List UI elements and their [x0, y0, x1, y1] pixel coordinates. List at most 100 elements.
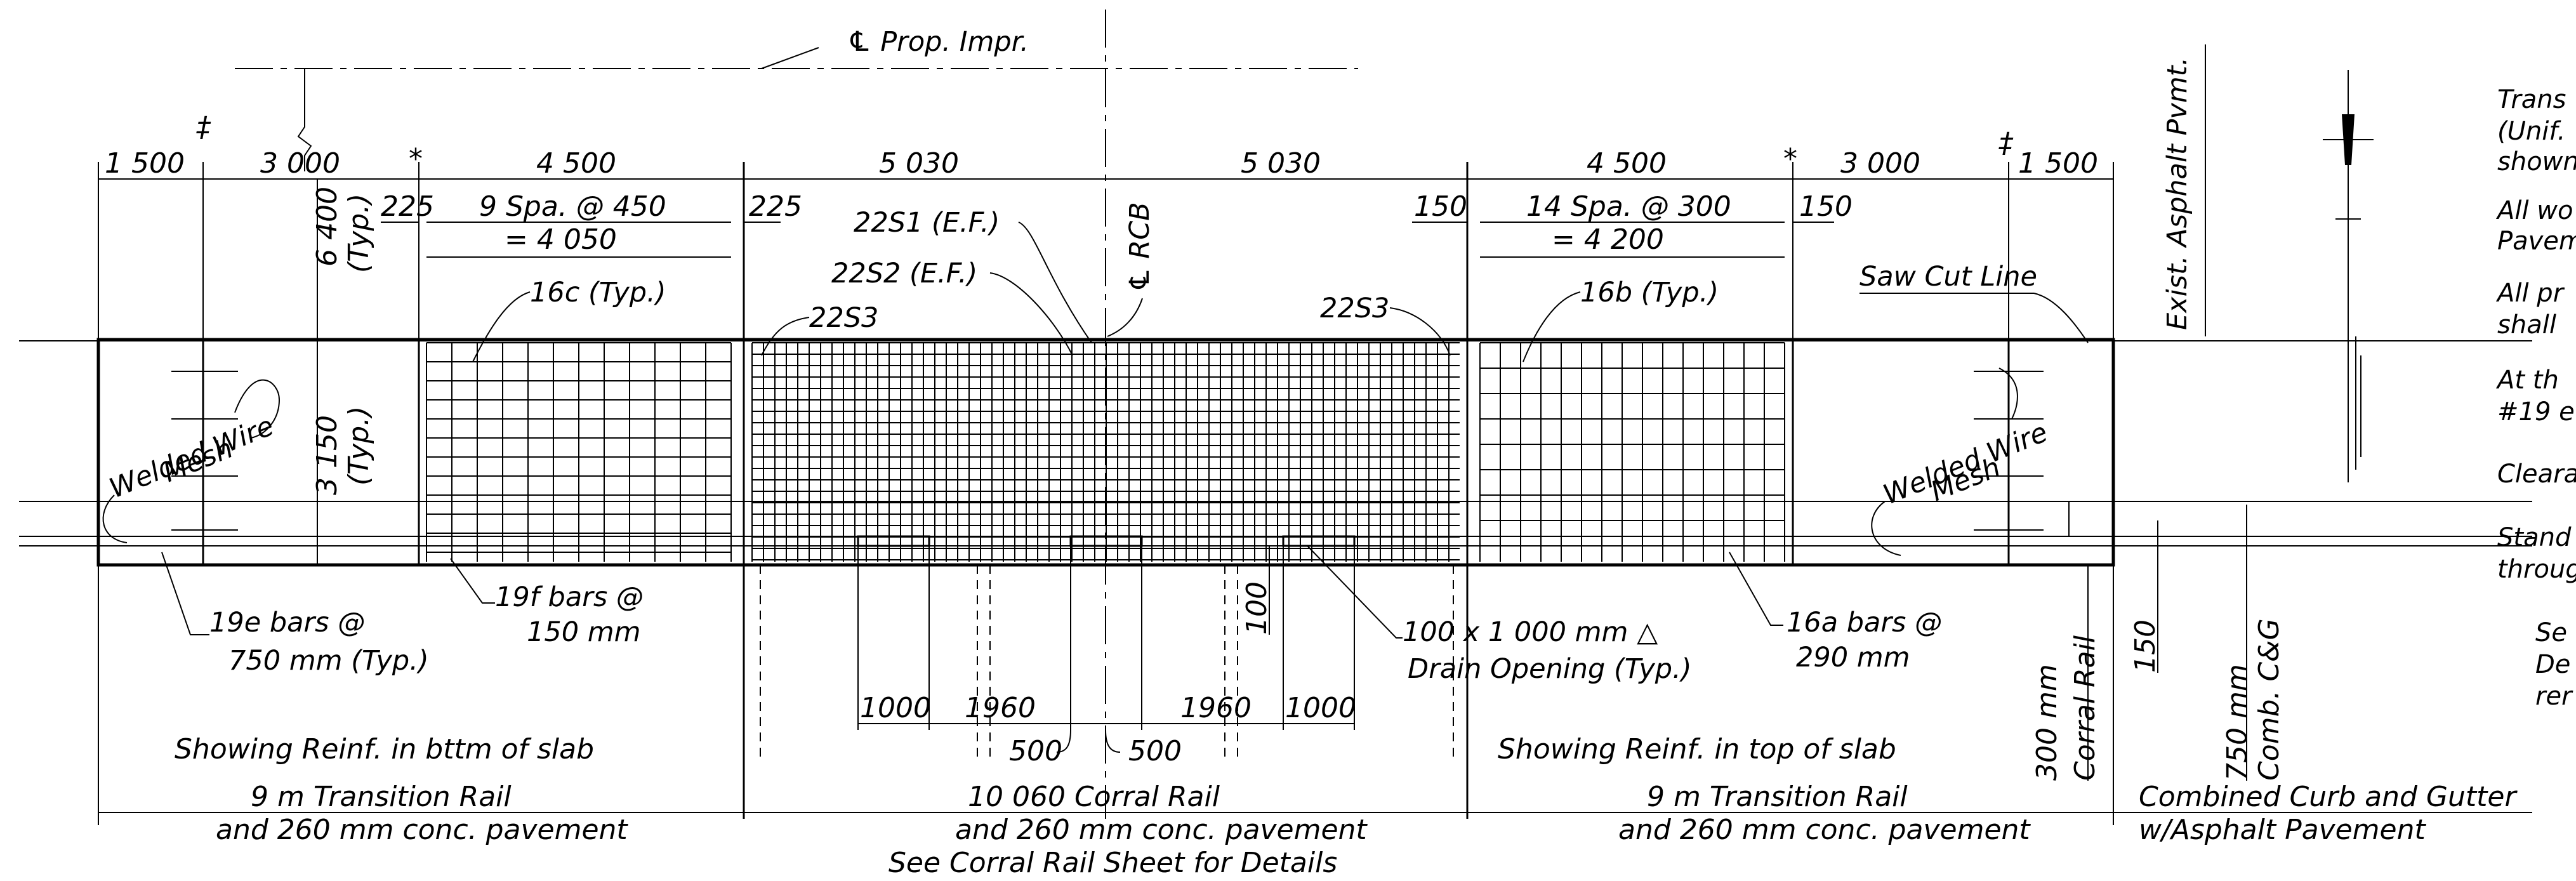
leader-22S3-left: [761, 317, 810, 356]
note-line: De: [2535, 650, 2570, 679]
callout-16b: 16b (Typ.): [1580, 277, 1719, 308]
leader-22S1: [1018, 222, 1092, 343]
wwm-right-arrow-bottom: [1871, 501, 1901, 556]
centerline-label: ℄ Prop. Impr.: [847, 26, 1029, 58]
drain-opening-1: [857, 535, 930, 547]
dim-5030-right: 5 030: [1241, 147, 1321, 180]
dim-6400: 6 400: [311, 187, 343, 267]
dim-1960-right: 1960: [1180, 692, 1252, 724]
dim-500-right: 500: [1128, 735, 1182, 767]
leader-22S2: [989, 272, 1073, 356]
saw-cut-label: Saw Cut Line: [1859, 261, 2037, 293]
notes-column: Trans (Unif. shown All wo Pavem All pr s…: [2495, 85, 2576, 711]
callout-19f-line2: 150 mm: [527, 616, 641, 648]
callout-22S1: 22S1 (E.F.): [854, 207, 1000, 239]
segment-3-line1: 9 m Transition Rail: [1647, 781, 1908, 813]
callout-16c: 16c (Typ.): [530, 277, 666, 308]
note-line: All pr: [2495, 279, 2565, 308]
leader-500-left: [1056, 729, 1071, 753]
asterisk-right: *: [1783, 143, 1797, 175]
rebar-grid-left: [426, 342, 732, 562]
callout-19e-line1: 19e bars @: [209, 607, 365, 639]
dim-225-mid: 225: [749, 190, 802, 223]
callout-22S2: 22S2 (E.F.): [831, 258, 977, 289]
note-line: (Unif.: [2497, 117, 2565, 146]
callout-22S3-left: 22S3: [809, 302, 878, 334]
dim-500-left: 500: [1009, 735, 1062, 767]
drain-opening-2: [1069, 535, 1143, 547]
cg-750-line2: Comb. C&G: [2253, 618, 2285, 781]
dim-1000-left: 1000: [860, 692, 931, 724]
note-line: shown: [2497, 147, 2576, 176]
spacing-labels: 225 9 Spa. @ 450 = 4 050 225 150 14 Spa.…: [381, 190, 1853, 258]
section-label-left: Showing Reinf. in bttm of slab: [175, 733, 594, 765]
callout-19e-line2: 750 mm (Typ.): [228, 645, 429, 677]
dim-150-vertical: 150: [2129, 619, 2162, 673]
note-line: Trans: [2497, 85, 2566, 114]
dim-225-left: 225: [381, 190, 434, 223]
centerline-leader: [761, 47, 819, 69]
note-line: Stand: [2497, 523, 2572, 552]
leader-19f: [450, 558, 495, 604]
dim-3000-right: 3 000: [1840, 147, 1920, 180]
callout-16a-line2: 290 mm: [1796, 642, 1910, 673]
break-symbol: [297, 69, 312, 171]
right-vertical-dims: 300 mm Corral Rail 150 750 mm Comb. C&G: [2031, 505, 2285, 781]
rail-300-line2: Corral Rail: [2069, 635, 2101, 781]
wwm-right-arrow-top: [1998, 368, 2018, 420]
leader-16a: [1729, 552, 1783, 626]
leader-16c: [472, 291, 531, 362]
segment-2-line2: and 260 mm conc. pavement: [955, 814, 1368, 846]
segment-4-line2: w/Asphalt Pavement: [2139, 814, 2427, 846]
bottom-dimension-chain: 9 m Transition Rail and 260 mm conc. pav…: [98, 565, 2532, 879]
top-dimension-chain: ‡ * * ‡ 1 500 3 000 4 500 5 030 5 030 4 …: [98, 111, 2114, 819]
leader-rcb: [1107, 298, 1143, 337]
dim-1500-left: 1 500: [105, 147, 185, 180]
dim-4500-left: 4 500: [536, 147, 616, 180]
callouts: 16c (Typ.) 22S3 22S1 (E.F.) 22S2 (E.F.) …: [102, 44, 2206, 685]
note-line: throug: [2497, 555, 2576, 584]
cg-750-line1: 750 mm: [2221, 664, 2254, 781]
leader-22S3-right: [1389, 307, 1451, 356]
right-spacing-line1: 14 Spa. @ 300: [1526, 190, 1731, 223]
rebar-grid-mid: [751, 342, 1460, 562]
double-dagger-right: ‡: [1998, 127, 2014, 159]
dim-3150: 3 150: [311, 415, 343, 495]
leader-saw-cut: [2033, 293, 2089, 343]
note-line: All wo: [2495, 196, 2573, 225]
segment-1-line1: 9 m Transition Rail: [251, 781, 512, 813]
double-dagger-left: ‡: [196, 111, 211, 143]
dim-4500-right: 4 500: [1587, 147, 1667, 180]
leader-16b: [1522, 291, 1581, 362]
dim-1960-left: 1960: [965, 692, 1036, 724]
rcb-label: ℄ RCB: [1124, 202, 1156, 292]
drain-opening-3: [1282, 535, 1356, 547]
dim-150-a: 150: [1414, 190, 1467, 223]
vertical-dimensions: 6 400 (Typ.) 3 150 (Typ.): [311, 179, 375, 565]
exist-asphalt-label: Exist. Asphalt Pvmt.: [2162, 57, 2193, 330]
note-line: Pavem: [2497, 227, 2576, 256]
note-line: rer: [2535, 682, 2573, 711]
rebar-grid-right: [1479, 342, 1785, 562]
segment-4-line1: Combined Curb and Gutter: [2139, 781, 2518, 813]
drain-dimensions: 1000 1960 1960 1000 500 500 100: [858, 546, 1356, 767]
segment-3-line2: and 260 mm conc. pavement: [1618, 814, 2031, 846]
callout-19f-line1: 19f bars @: [495, 581, 644, 613]
asterisk-left: *: [409, 143, 423, 175]
segment-2-line1: 10 060 Corral Rail: [968, 781, 1220, 813]
segment-2-line3: See Corral Rail Sheet for Details: [888, 847, 1337, 879]
note-line: shall: [2497, 310, 2556, 340]
dim-5030-left: 5 030: [879, 147, 959, 180]
callout-16a-line1: 16a bars @: [1787, 607, 1942, 639]
rail-300-line1: 300 mm: [2031, 664, 2063, 781]
wwm-left-arrow-top: [234, 379, 281, 439]
note-line: Cleara: [2497, 460, 2576, 489]
dim-100: 100: [1241, 581, 1273, 635]
leader-19e: [161, 552, 209, 635]
callout-drain-line2: Drain Opening (Typ.): [1408, 653, 1692, 685]
dim-1500-right: 1 500: [2018, 147, 2098, 180]
mesh-ticks: [171, 371, 2044, 531]
note-line: #19 e: [2497, 397, 2575, 427]
leader-500-right: [1105, 729, 1121, 753]
dim-3000-left: 3 000: [260, 147, 340, 180]
